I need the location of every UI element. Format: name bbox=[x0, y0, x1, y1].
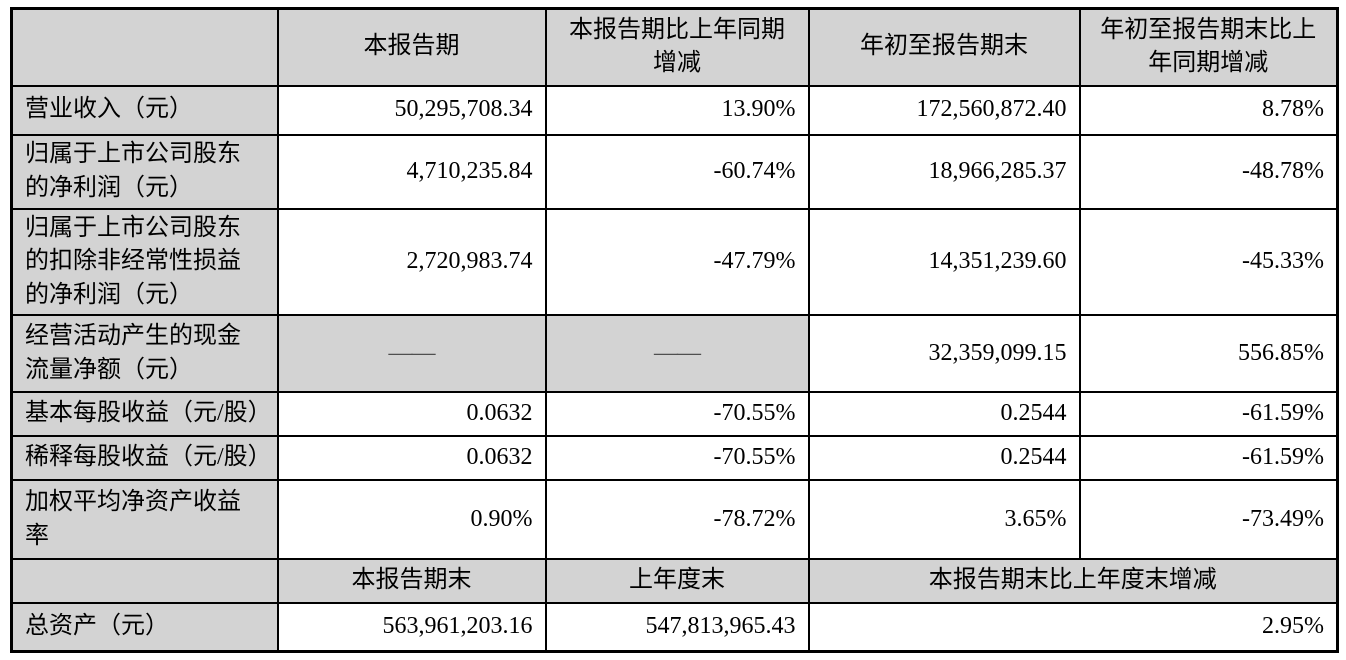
secondary-header-row: 本报告期末 上年度末 本报告期末比上年度末增减 bbox=[10, 558, 1339, 605]
total-assets-end-of-current-period: 563,961,203.16 bbox=[276, 602, 547, 653]
current-period-value: 2,720,983.74 bbox=[276, 207, 547, 317]
col-header-end-of-prior-year: 上年度末 bbox=[544, 558, 810, 605]
current-period-change: -47.79% bbox=[544, 207, 810, 317]
current-period-value: 50,295,708.34 bbox=[276, 84, 547, 136]
col-header-current-period-yoy-change: 本报告期比上年同期 增减 bbox=[544, 7, 810, 87]
current-period-change: -70.55% bbox=[544, 435, 810, 482]
ytd-value: 0.2544 bbox=[807, 435, 1081, 482]
total-assets-end-of-prior-year: 547,813,965.43 bbox=[544, 602, 810, 653]
row-basic-eps: 基本每股收益（元/股） 0.0632 -70.55% 0.2544 -61.59… bbox=[10, 391, 1339, 438]
row-net-profit-excl-nonrecurring: 归属于上市公司股东 的扣除非经常性损益 的净利润（元） 2,720,983.74… bbox=[10, 207, 1339, 317]
ytd-change: -45.33% bbox=[1078, 207, 1339, 317]
current-period-change: -60.74% bbox=[544, 133, 810, 210]
ytd-change: 556.85% bbox=[1078, 314, 1339, 394]
row-label: 稀释每股收益（元/股） bbox=[10, 435, 279, 482]
ytd-change: -61.59% bbox=[1078, 435, 1339, 482]
current-period-change-dash: —— bbox=[544, 314, 810, 394]
col-header-end-of-current-period: 本报告期末 bbox=[276, 558, 547, 605]
row-label: 经营活动产生的现金 流量净额（元） bbox=[10, 314, 279, 394]
current-period-value: 0.0632 bbox=[276, 391, 547, 438]
total-assets-change: 2.95% bbox=[807, 602, 1339, 653]
row-label: 基本每股收益（元/股） bbox=[10, 391, 279, 438]
row-operating-cash-flow: 经营活动产生的现金 流量净额（元） —— —— 32,359,099.15 55… bbox=[10, 314, 1339, 394]
col-header-change-vs-prior-year-end: 本报告期末比上年度末增减 bbox=[807, 558, 1339, 605]
row-label: 营业收入（元） bbox=[10, 84, 279, 136]
ytd-change: -73.49% bbox=[1078, 479, 1339, 561]
row-total-assets: 总资产（元） 563,961,203.16 547,813,965.43 2.9… bbox=[10, 602, 1339, 653]
current-period-value-dash: —— bbox=[276, 314, 547, 394]
ytd-value: 18,966,285.37 bbox=[807, 133, 1081, 210]
current-period-value: 0.90% bbox=[276, 479, 547, 561]
current-period-value: 0.0632 bbox=[276, 435, 547, 482]
ytd-change: -61.59% bbox=[1078, 391, 1339, 438]
ytd-value: 14,351,239.60 bbox=[807, 207, 1081, 317]
current-period-value: 4,710,235.84 bbox=[276, 133, 547, 210]
ytd-value: 32,359,099.15 bbox=[807, 314, 1081, 394]
ytd-change: 8.78% bbox=[1078, 84, 1339, 136]
row-label: 归属于上市公司股东 的扣除非经常性损益 的净利润（元） bbox=[10, 207, 279, 317]
ytd-value: 3.65% bbox=[807, 479, 1081, 561]
row-label: 总资产（元） bbox=[10, 602, 279, 653]
current-period-change: -70.55% bbox=[544, 391, 810, 438]
col-header-year-to-date-yoy-change: 年初至报告期末比上 年同期增减 bbox=[1078, 7, 1339, 87]
current-period-change: -78.72% bbox=[544, 479, 810, 561]
ytd-value: 172,560,872.40 bbox=[807, 84, 1081, 136]
row-label: 加权平均净资产收益 率 bbox=[10, 479, 279, 561]
corner-cell bbox=[10, 7, 279, 87]
row-operating-revenue: 营业收入（元） 50,295,708.34 13.90% 172,560,872… bbox=[10, 84, 1339, 136]
ytd-change: -48.78% bbox=[1078, 133, 1339, 210]
col-header-current-period: 本报告期 bbox=[276, 7, 547, 87]
col-header-year-to-date: 年初至报告期末 bbox=[807, 7, 1081, 87]
row-label: 归属于上市公司股东 的净利润（元） bbox=[10, 133, 279, 210]
financial-summary-table: 本报告期 本报告期比上年同期 增减 年初至报告期末 年初至报告期末比上 年同期增… bbox=[10, 7, 1339, 653]
ytd-value: 0.2544 bbox=[807, 391, 1081, 438]
current-period-change: 13.90% bbox=[544, 84, 810, 136]
row-net-profit: 归属于上市公司股东 的净利润（元） 4,710,235.84 -60.74% 1… bbox=[10, 133, 1339, 210]
row-diluted-eps: 稀释每股收益（元/股） 0.0632 -70.55% 0.2544 -61.59… bbox=[10, 435, 1339, 482]
primary-header-row: 本报告期 本报告期比上年同期 增减 年初至报告期末 年初至报告期末比上 年同期增… bbox=[10, 7, 1339, 87]
row-weighted-avg-roe: 加权平均净资产收益 率 0.90% -78.72% 3.65% -73.49% bbox=[10, 479, 1339, 561]
secondary-corner-cell bbox=[10, 558, 279, 605]
